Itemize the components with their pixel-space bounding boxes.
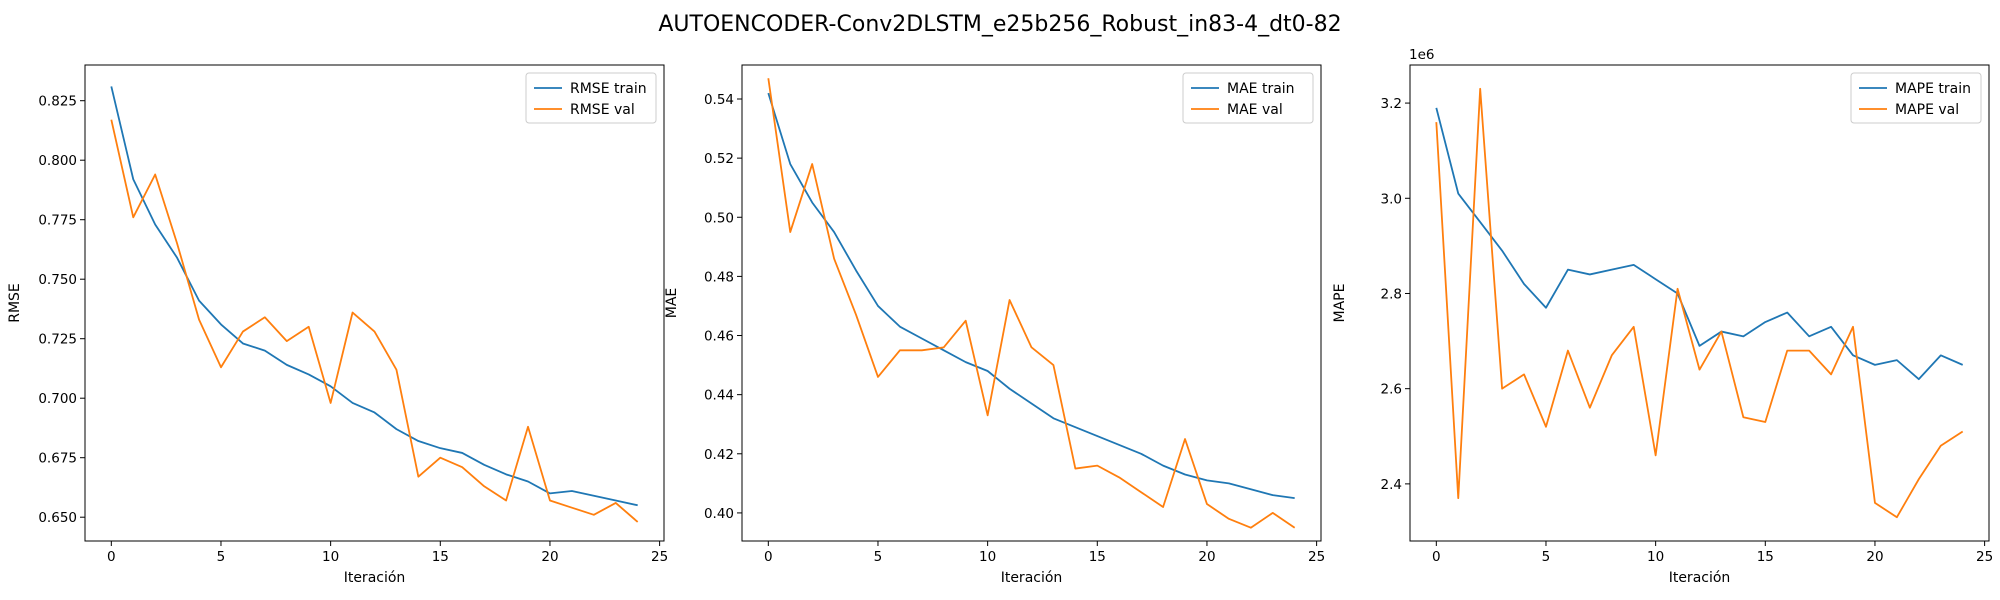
x-tick-label: 5: [874, 549, 883, 565]
subplot-mae: 0 5 10 15 20 25 0.40 0.42 0.44 0.46 0.48 0.50 0.52 0.…: [664, 64, 1325, 586]
series-line-train: [1435, 107, 1964, 381]
x-tick-label: 0: [1432, 549, 1441, 565]
x-tick-label: 5: [1542, 549, 1551, 565]
legend-label: RMSE train: [570, 81, 647, 97]
x-tick-label: 25: [1976, 549, 1993, 565]
axis-offset-label: 1e6: [1409, 47, 1434, 63]
x-axis-label: Iteración: [1669, 570, 1731, 586]
legend-label: RMSE val: [570, 102, 635, 118]
y-tick-label: 0.725: [38, 332, 77, 348]
legend-box: [1182, 72, 1314, 124]
y-tick-label: 0.52: [704, 151, 734, 167]
y-axis-label: MAPE: [1332, 284, 1348, 323]
plot-frame: [84, 64, 665, 542]
series-line-train: [110, 86, 638, 507]
subplot-rmse: 0 5 10 15 20 25 0.650 0.675 0.700 0.725 0.750 0.775…: [7, 64, 668, 586]
x-tick-label: 20: [541, 549, 558, 565]
legend: RMSE train RMSE val: [525, 72, 657, 124]
x-tick-label: 0: [107, 549, 116, 565]
legend: MAPE train MAPE val: [1850, 72, 1982, 124]
x-axis-label: Iteración: [1001, 570, 1063, 586]
x-tick-label: 15: [432, 549, 449, 565]
y-tick-label: 0.42: [704, 447, 734, 463]
y-axis-label: RMSE: [7, 283, 23, 323]
x-tick-label: 20: [1866, 549, 1883, 565]
x-tick-label: 0: [764, 549, 773, 565]
x-tick-label: 15: [1757, 549, 1774, 565]
series-line-val: [767, 78, 1296, 529]
y-tick-label: 0.46: [704, 329, 734, 345]
y-tick-label: 0.650: [38, 510, 77, 526]
y-tick-label: 0.800: [38, 153, 77, 169]
x-tick-label: 10: [322, 549, 339, 565]
x-axis-label: Iteración: [344, 570, 406, 586]
x-tick-label: 25: [1308, 549, 1325, 565]
series-line-val: [1435, 87, 1964, 519]
y-tick-label: 2.8: [1381, 286, 1402, 302]
y-tick-label: 0.775: [38, 213, 77, 229]
legend-box: [525, 72, 657, 124]
y-tick-label: 0.675: [38, 451, 77, 467]
x-tick-label: 10: [979, 549, 996, 565]
y-tick-label: 0.40: [704, 506, 734, 522]
y-tick-label: 0.54: [704, 92, 734, 108]
x-tick-label: 5: [217, 549, 226, 565]
y-tick-label: 0.44: [704, 388, 734, 404]
x-tick-label: 25: [651, 549, 668, 565]
y-tick-label: 0.48: [704, 269, 734, 285]
x-tick-label: 15: [1089, 549, 1106, 565]
legend-label: MAPE val: [1895, 102, 1959, 118]
y-tick-label: 2.6: [1381, 382, 1402, 398]
y-tick-label: 0.700: [38, 391, 77, 407]
y-tick-label: 0.825: [38, 94, 77, 110]
y-tick-label: 3.2: [1381, 96, 1402, 112]
series-line-val: [110, 119, 639, 523]
subplot-mape: 0 5 10 15 20 25 2.4 2.6 2.8 3.0 3.2 Iteración MAPE 1e…: [1332, 47, 1993, 586]
plot-frame: [741, 64, 1322, 542]
y-axis-label: MAE: [664, 288, 680, 319]
figure-title: AUTOENCODER-Conv2DLSTM_e25b256_Robust_in…: [658, 12, 1341, 37]
legend-box: [1850, 72, 1982, 124]
series-line-train: [767, 92, 1295, 500]
legend-label: MAPE train: [1895, 81, 1971, 97]
legend: MAE train MAE val: [1182, 72, 1314, 124]
x-tick-label: 20: [1198, 549, 1215, 565]
x-tick-label: 10: [1647, 549, 1664, 565]
y-tick-label: 2.4: [1381, 477, 1402, 493]
plot-frame: [1409, 64, 1990, 542]
y-tick-label: 0.750: [38, 272, 77, 288]
legend-label: MAE train: [1227, 81, 1295, 97]
y-tick-label: 3.0: [1381, 191, 1402, 207]
y-tick-label: 0.50: [704, 210, 734, 226]
legend-label: MAE val: [1227, 102, 1283, 118]
